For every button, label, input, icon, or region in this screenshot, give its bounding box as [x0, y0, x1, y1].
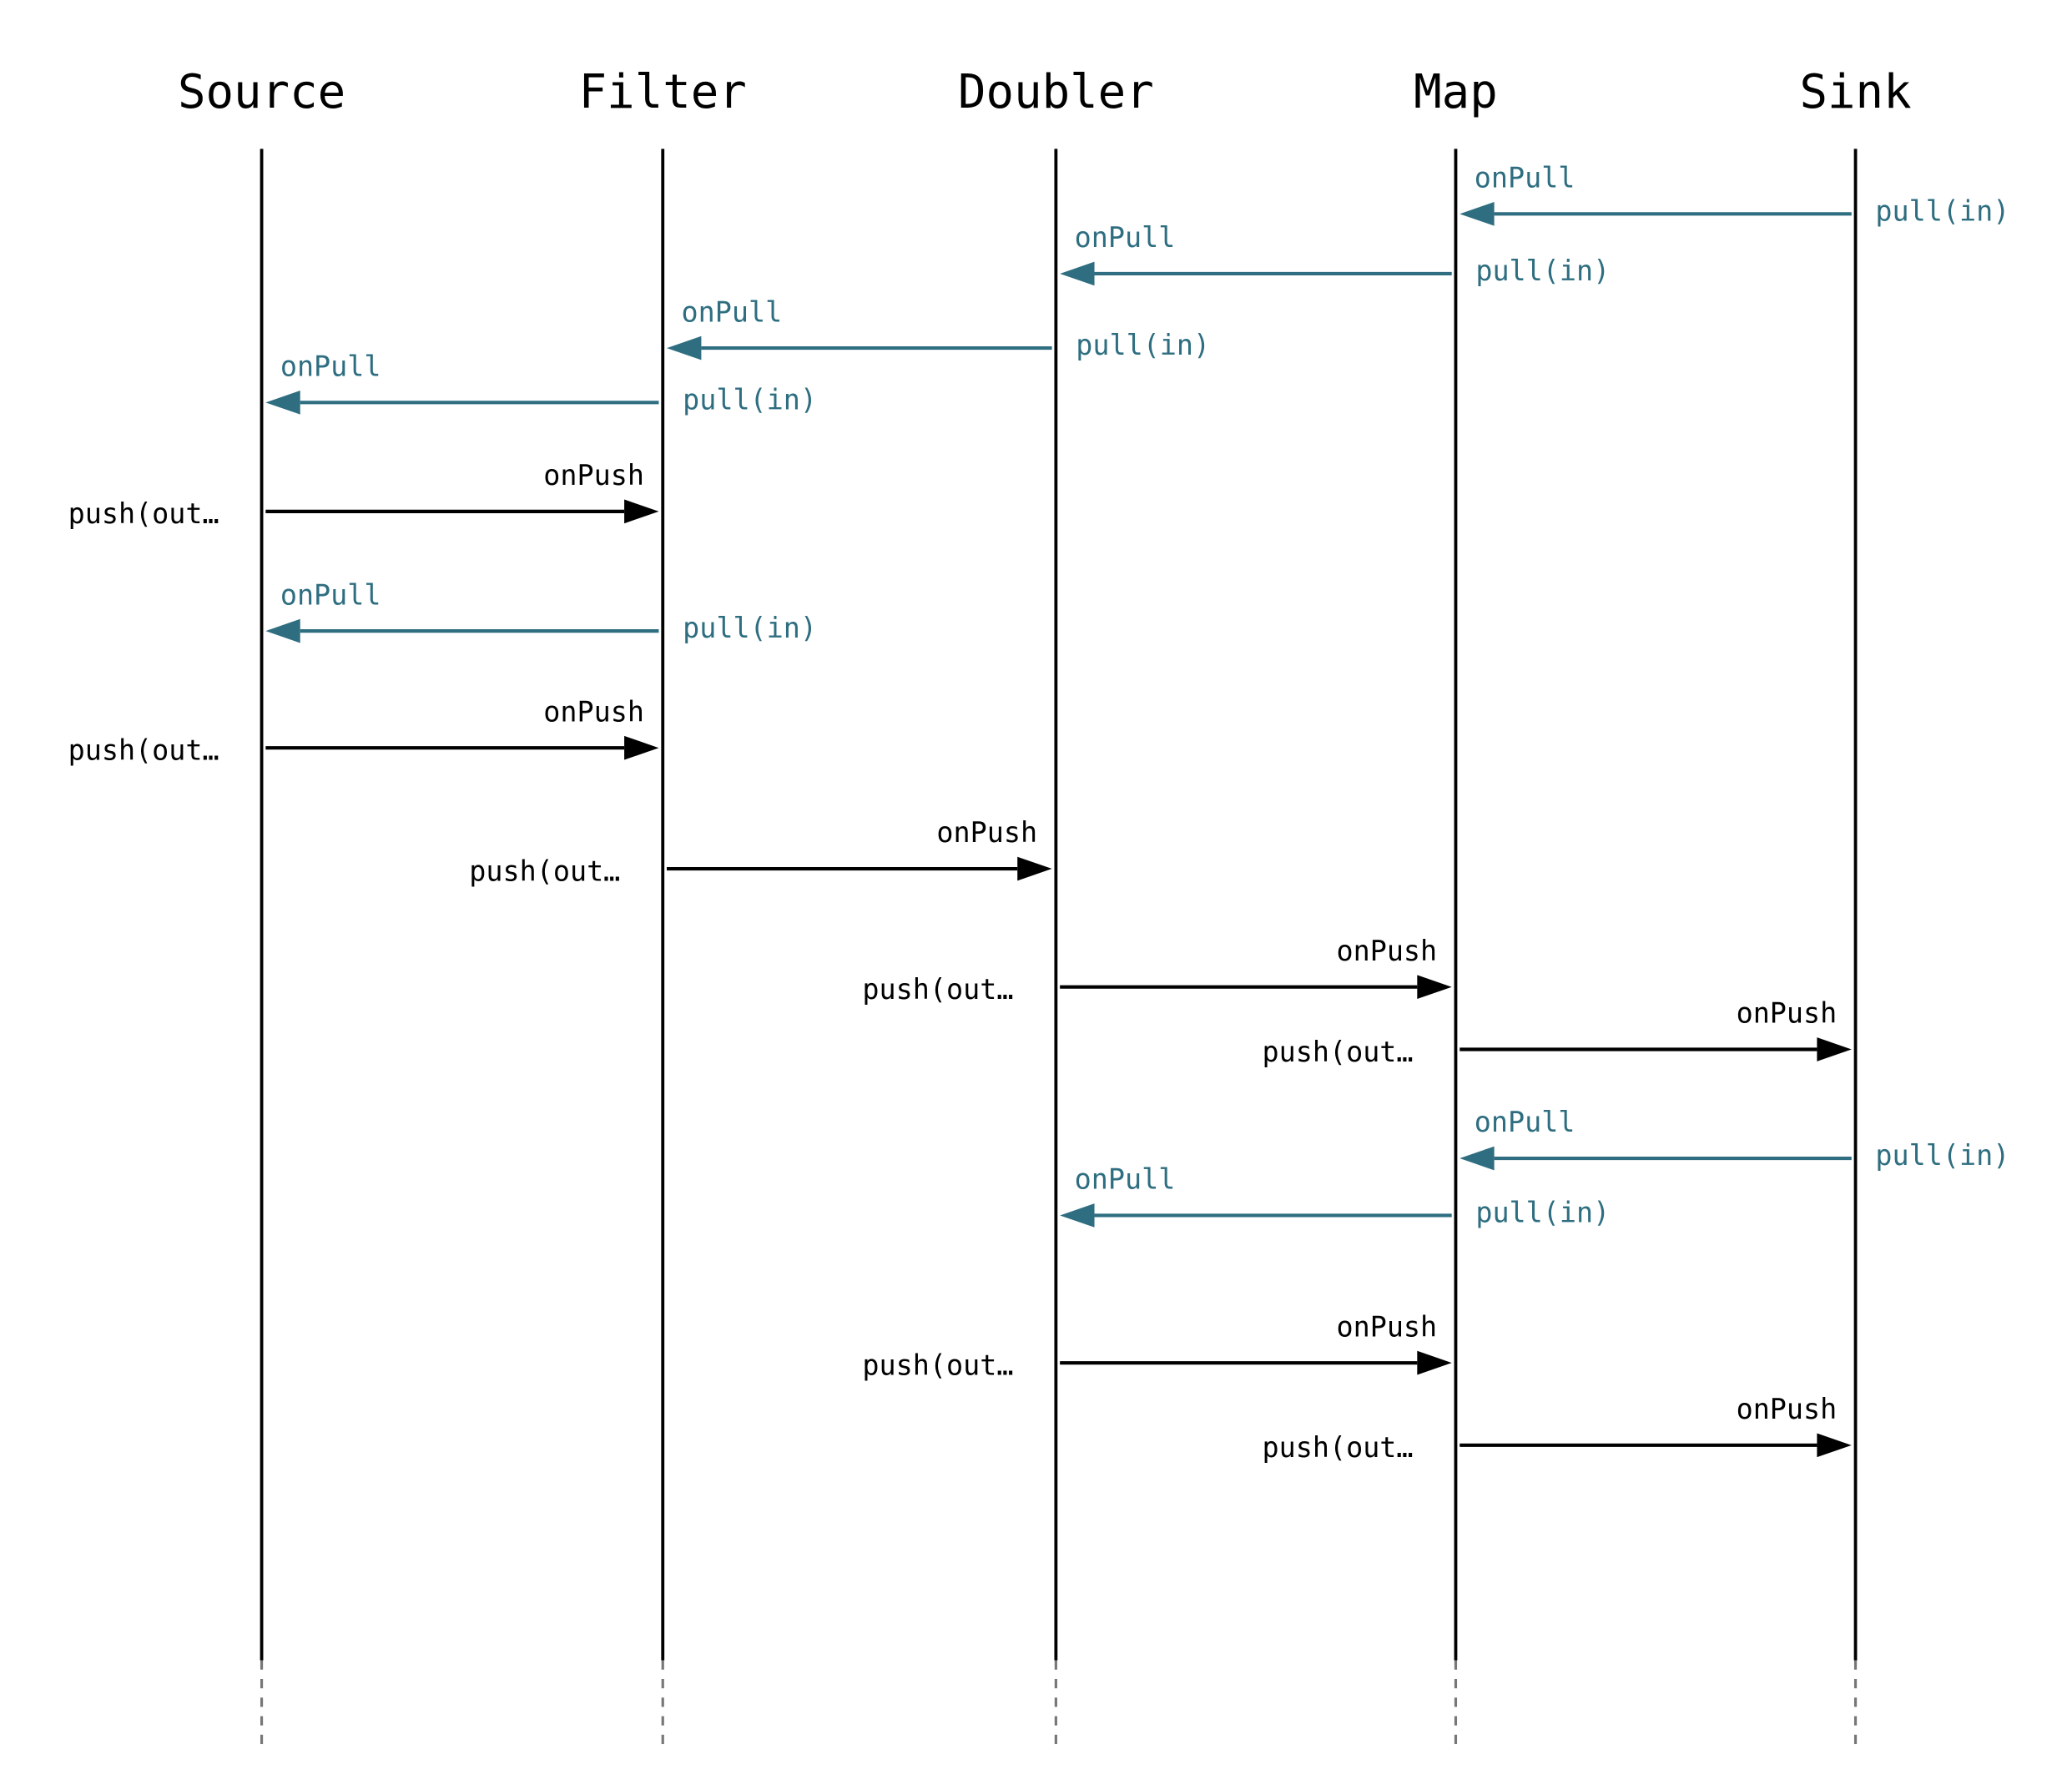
message-push: onPush push(out…	[862, 935, 1452, 1006]
handler-label: onPull	[280, 578, 381, 611]
handler-label: onPull	[682, 295, 783, 328]
message-push: onPush push(out…	[862, 1310, 1452, 1381]
handler-label: onPull	[280, 350, 381, 383]
arrowhead-icon	[1060, 1203, 1095, 1228]
call-label: pull(in)	[1475, 1196, 1610, 1228]
call-label: pull(in)	[1076, 329, 1210, 361]
handler-label: onPush	[543, 459, 644, 492]
messages: onPull pull(in) onPull pull(in) onPull pull(i…	[68, 162, 2010, 1465]
handler-label: onPush	[543, 695, 644, 728]
handler-label: onPull	[1475, 162, 1575, 194]
call-label: pull(in)	[683, 383, 817, 416]
arrowhead-icon	[624, 499, 659, 524]
call-label: push(out…	[1263, 1036, 1414, 1068]
call-label: push(out…	[68, 734, 219, 767]
call-label: push(out…	[469, 855, 620, 887]
arrowhead-icon	[1817, 1433, 1852, 1458]
handler-label: onPush	[1336, 935, 1437, 967]
message-pull: onPull pull(in)	[1060, 221, 1610, 287]
handler-label: onPush	[936, 816, 1037, 849]
call-label: pull(in)	[683, 612, 817, 644]
arrowhead-icon	[1459, 202, 1495, 226]
arrowhead-icon	[1459, 1146, 1495, 1171]
arrowhead-icon	[265, 391, 300, 415]
handler-label: onPull	[1475, 1106, 1575, 1138]
call-label: pull(in)	[1875, 194, 2009, 227]
handler-label: onPush	[1737, 1393, 1838, 1425]
arrowhead-icon	[265, 618, 300, 643]
arrowhead-icon	[1060, 261, 1095, 286]
call-label: push(out…	[862, 1349, 1013, 1381]
arrowhead-icon	[1417, 975, 1452, 1000]
message-push: onPush push(out…	[68, 459, 659, 530]
call-label: push(out…	[68, 497, 219, 530]
message-pull: onPull pull(in)	[1459, 162, 2009, 227]
participant-source: Source	[178, 65, 345, 119]
call-label: pull(in)	[1475, 255, 1610, 287]
message-push: onPush push(out…	[469, 816, 1052, 887]
handler-label: onPull	[1075, 221, 1176, 254]
arrowhead-icon	[624, 735, 659, 760]
call-label: pull(in)	[1875, 1139, 2009, 1172]
participant-doubler: Doubler	[958, 65, 1154, 119]
arrowhead-icon	[1017, 856, 1052, 881]
message-pull: onPull pull(in)	[1459, 1106, 2009, 1172]
message-pull: onPull pull(in)	[265, 350, 817, 416]
message-pull: onPull pull(in)	[667, 295, 1210, 361]
call-label: push(out…	[862, 973, 1013, 1006]
handler-label: onPush	[1737, 997, 1838, 1030]
lifelines: Source Filter Doubler Map Sink	[178, 65, 1912, 1748]
arrowhead-icon	[1817, 1037, 1852, 1061]
message-pull: onPull pull(in)	[1060, 1163, 1610, 1228]
handler-label: onPush	[1336, 1310, 1437, 1343]
handler-label: onPull	[1075, 1163, 1176, 1196]
arrowhead-icon	[1417, 1350, 1452, 1375]
arrowhead-icon	[667, 335, 702, 361]
message-push: onPush push(out…	[1263, 997, 1852, 1068]
participant-map: Map	[1414, 65, 1498, 119]
message-push: onPush push(out…	[68, 695, 659, 767]
participant-filter: Filter	[579, 65, 747, 119]
message-pull: onPull pull(in)	[265, 578, 817, 644]
participant-sink: Sink	[1800, 65, 1912, 119]
call-label: push(out…	[1263, 1431, 1414, 1464]
message-push: onPush push(out…	[1263, 1393, 1852, 1464]
